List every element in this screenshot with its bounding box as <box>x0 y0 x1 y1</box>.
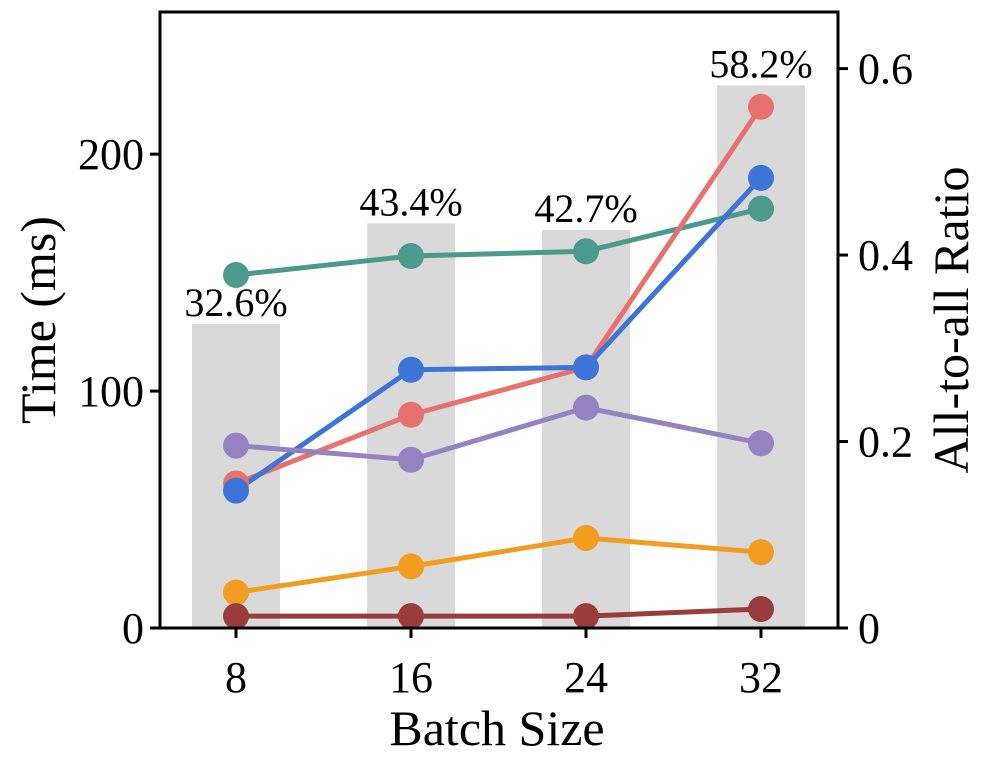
series-point-maroon-32 <box>748 596 774 623</box>
ratio-bar-label-32: 58.2% <box>709 41 812 86</box>
series-line-purple <box>233 405 764 463</box>
series-line-orange <box>233 535 764 595</box>
y-tick-label: 100 <box>78 367 144 416</box>
series-point-purple-8 <box>223 432 249 459</box>
lines-layer <box>233 104 764 619</box>
series-point-maroon-24 <box>573 603 599 630</box>
series-point-purple-24 <box>573 394 599 421</box>
y2-axis-title: All-to-all Ratio <box>923 167 979 474</box>
series-point-teal-32 <box>748 195 774 222</box>
y2-tick-label: 0.4 <box>858 231 913 280</box>
series-line-maroon <box>233 606 764 619</box>
x-tick-label-8: 8 <box>225 653 247 702</box>
series-point-blue-24 <box>573 354 599 381</box>
x-tick-label-32: 32 <box>739 653 783 702</box>
x-tick-label-24: 24 <box>564 653 608 702</box>
bar-labels-layer: 32.6%43.4% 42.7%58.2% <box>184 41 812 325</box>
series-point-red-16 <box>398 401 424 428</box>
x-tick-label-16: 16 <box>389 653 433 702</box>
series-point-purple-16 <box>398 446 424 473</box>
ratio-bar-label-24: 42.7% <box>534 186 637 231</box>
ratio-bar-label-16: 43.4% <box>359 179 462 224</box>
axes-layer: 0 100 200 0 0.2 0.4 0.6 8 16 24 32 <box>78 10 913 702</box>
y2-tick-label: 0.2 <box>858 418 913 467</box>
y-tick-label: 0 <box>122 604 144 653</box>
series-point-teal-24 <box>573 238 599 265</box>
plot-frame <box>158 10 840 630</box>
series-point-orange-32 <box>748 539 774 566</box>
x-axis-title: Batch Size <box>389 700 604 756</box>
ratio-bar-24 <box>542 229 630 628</box>
y2-tick-label: 0.6 <box>858 45 913 94</box>
series-point-blue-32 <box>748 164 774 191</box>
series-line-blue <box>233 175 764 494</box>
series-point-maroon-8 <box>223 603 249 630</box>
series-point-purple-32 <box>748 430 774 457</box>
series-point-orange-16 <box>398 553 424 580</box>
series-point-red-32 <box>748 93 774 120</box>
y-tick-label: 200 <box>78 130 144 179</box>
series-point-blue-8 <box>223 477 249 504</box>
y-axis-title: Time (ms) <box>10 216 66 424</box>
series-point-teal-8 <box>223 261 249 288</box>
series-point-blue-16 <box>398 356 424 383</box>
y2-tick-label: 0 <box>858 604 880 653</box>
series-line-teal <box>233 206 764 278</box>
points-layer <box>223 93 774 630</box>
series-point-maroon-16 <box>398 603 424 630</box>
series-point-orange-8 <box>223 579 249 606</box>
series-point-orange-24 <box>573 524 599 551</box>
series-line-red <box>233 104 764 486</box>
series-point-teal-16 <box>398 243 424 270</box>
